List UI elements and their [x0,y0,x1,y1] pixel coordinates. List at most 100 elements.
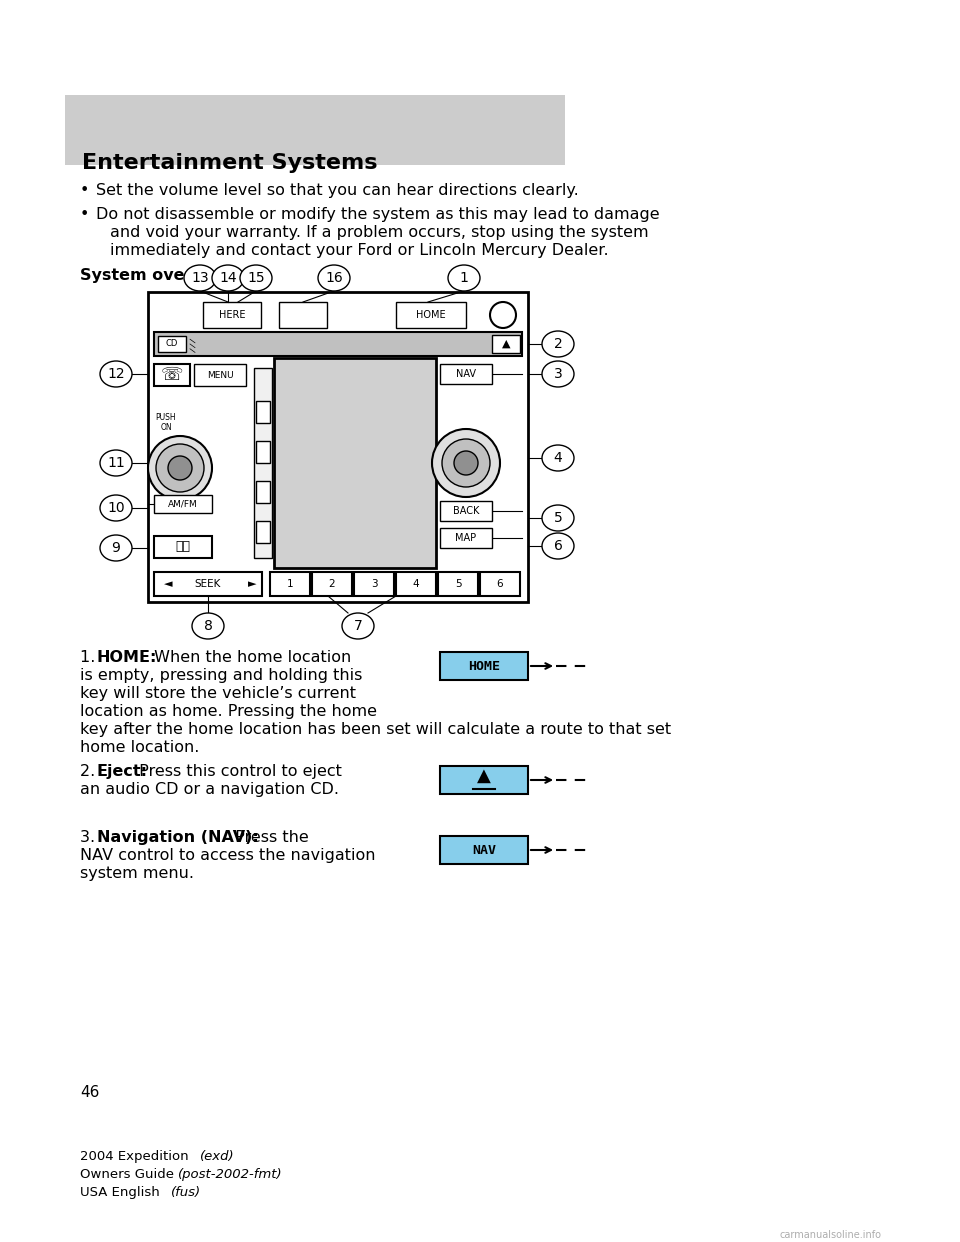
Text: home location.: home location. [80,740,200,755]
Text: 14: 14 [219,271,237,284]
Ellipse shape [542,332,574,356]
Text: MENU: MENU [206,370,233,380]
Text: MAP: MAP [455,533,476,543]
Ellipse shape [100,535,132,561]
Text: NAV: NAV [472,843,496,857]
Text: Do not disassemble or modify the system as this may lead to damage: Do not disassemble or modify the system … [96,207,660,222]
FancyBboxPatch shape [256,441,270,463]
Text: Entertainment Systems: Entertainment Systems [82,153,377,173]
Text: location as home. Pressing the home: location as home. Pressing the home [80,704,377,719]
Text: 16: 16 [325,271,343,284]
Ellipse shape [100,450,132,476]
FancyBboxPatch shape [154,364,190,386]
Circle shape [168,456,192,479]
FancyBboxPatch shape [440,836,528,864]
Text: 8: 8 [204,619,212,633]
Text: 10: 10 [108,501,125,515]
Text: 6: 6 [496,579,503,589]
Text: 3: 3 [554,366,563,381]
Text: BACK: BACK [453,505,479,515]
Circle shape [442,438,490,487]
Text: carmanualsoline.info: carmanualsoline.info [779,1230,881,1240]
Text: 1: 1 [460,271,468,284]
FancyBboxPatch shape [148,292,528,602]
Text: 9: 9 [111,542,120,555]
Text: 2: 2 [328,579,335,589]
Circle shape [490,302,516,328]
FancyBboxPatch shape [270,573,310,596]
Ellipse shape [542,505,574,532]
Text: (fus): (fus) [171,1186,202,1199]
FancyBboxPatch shape [154,496,212,513]
Text: system menu.: system menu. [80,866,194,881]
FancyBboxPatch shape [440,501,492,520]
Circle shape [432,428,500,497]
Text: Press this control to eject: Press this control to eject [134,764,342,779]
FancyBboxPatch shape [256,401,270,424]
Text: USA English: USA English [80,1186,164,1199]
Text: 2.: 2. [80,764,101,779]
FancyBboxPatch shape [396,302,466,328]
Ellipse shape [542,445,574,471]
Text: ▲: ▲ [502,339,511,349]
Text: ◄: ◄ [164,579,173,589]
Text: 46: 46 [80,1086,100,1100]
Text: CD: CD [166,339,179,349]
Text: PUSH
ON: PUSH ON [156,414,177,432]
Ellipse shape [100,496,132,520]
FancyBboxPatch shape [254,368,272,558]
Text: (post-2002-fmt): (post-2002-fmt) [178,1167,282,1181]
FancyBboxPatch shape [492,335,520,353]
Text: 12: 12 [108,366,125,381]
Text: key will store the vehicle’s current: key will store the vehicle’s current [80,686,356,700]
Text: ☏: ☏ [160,366,183,384]
Ellipse shape [542,533,574,559]
Text: 13: 13 [191,271,209,284]
Text: ►: ► [248,579,256,589]
FancyBboxPatch shape [158,337,186,351]
FancyBboxPatch shape [274,358,436,568]
Text: SEEK: SEEK [195,579,221,589]
Text: Owners Guide: Owners Guide [80,1167,179,1181]
Text: ⓂⓄ: ⓂⓄ [176,540,190,554]
Text: 6: 6 [554,539,563,553]
Circle shape [148,436,212,501]
Text: 7: 7 [353,619,362,633]
Text: key after the home location has been set will calculate a route to that set: key after the home location has been set… [80,722,671,737]
Ellipse shape [342,614,374,638]
FancyBboxPatch shape [256,481,270,503]
Text: an audio CD or a navigation CD.: an audio CD or a navigation CD. [80,782,339,797]
Text: 5: 5 [455,579,462,589]
FancyBboxPatch shape [440,528,492,548]
Text: AM/FM: AM/FM [168,499,198,508]
Text: 5: 5 [554,510,563,525]
FancyBboxPatch shape [396,573,436,596]
Text: Navigation (NAV):: Navigation (NAV): [97,830,259,845]
FancyBboxPatch shape [480,573,520,596]
Ellipse shape [318,265,350,291]
Text: is empty, pressing and holding this: is empty, pressing and holding this [80,668,362,683]
Ellipse shape [240,265,272,291]
FancyBboxPatch shape [440,652,528,681]
Ellipse shape [192,614,224,638]
Text: 2: 2 [554,337,563,351]
FancyBboxPatch shape [354,573,394,596]
Text: 2004 Expedition: 2004 Expedition [80,1150,193,1163]
Text: When the home location: When the home location [149,650,351,664]
Text: HOME:: HOME: [97,650,157,664]
FancyBboxPatch shape [154,573,262,596]
Text: •: • [80,207,89,222]
FancyBboxPatch shape [256,520,270,543]
FancyBboxPatch shape [279,302,327,328]
Text: and void your warranty. If a problem occurs, stop using the system: and void your warranty. If a problem occ… [110,225,649,240]
Ellipse shape [448,265,480,291]
Text: 4: 4 [554,451,563,465]
Ellipse shape [542,361,574,388]
Ellipse shape [100,361,132,388]
Text: 4: 4 [413,579,420,589]
Text: 3.: 3. [80,830,100,845]
Text: 15: 15 [247,271,265,284]
Text: 1: 1 [287,579,294,589]
Text: HOME: HOME [417,310,445,320]
FancyBboxPatch shape [440,766,528,794]
